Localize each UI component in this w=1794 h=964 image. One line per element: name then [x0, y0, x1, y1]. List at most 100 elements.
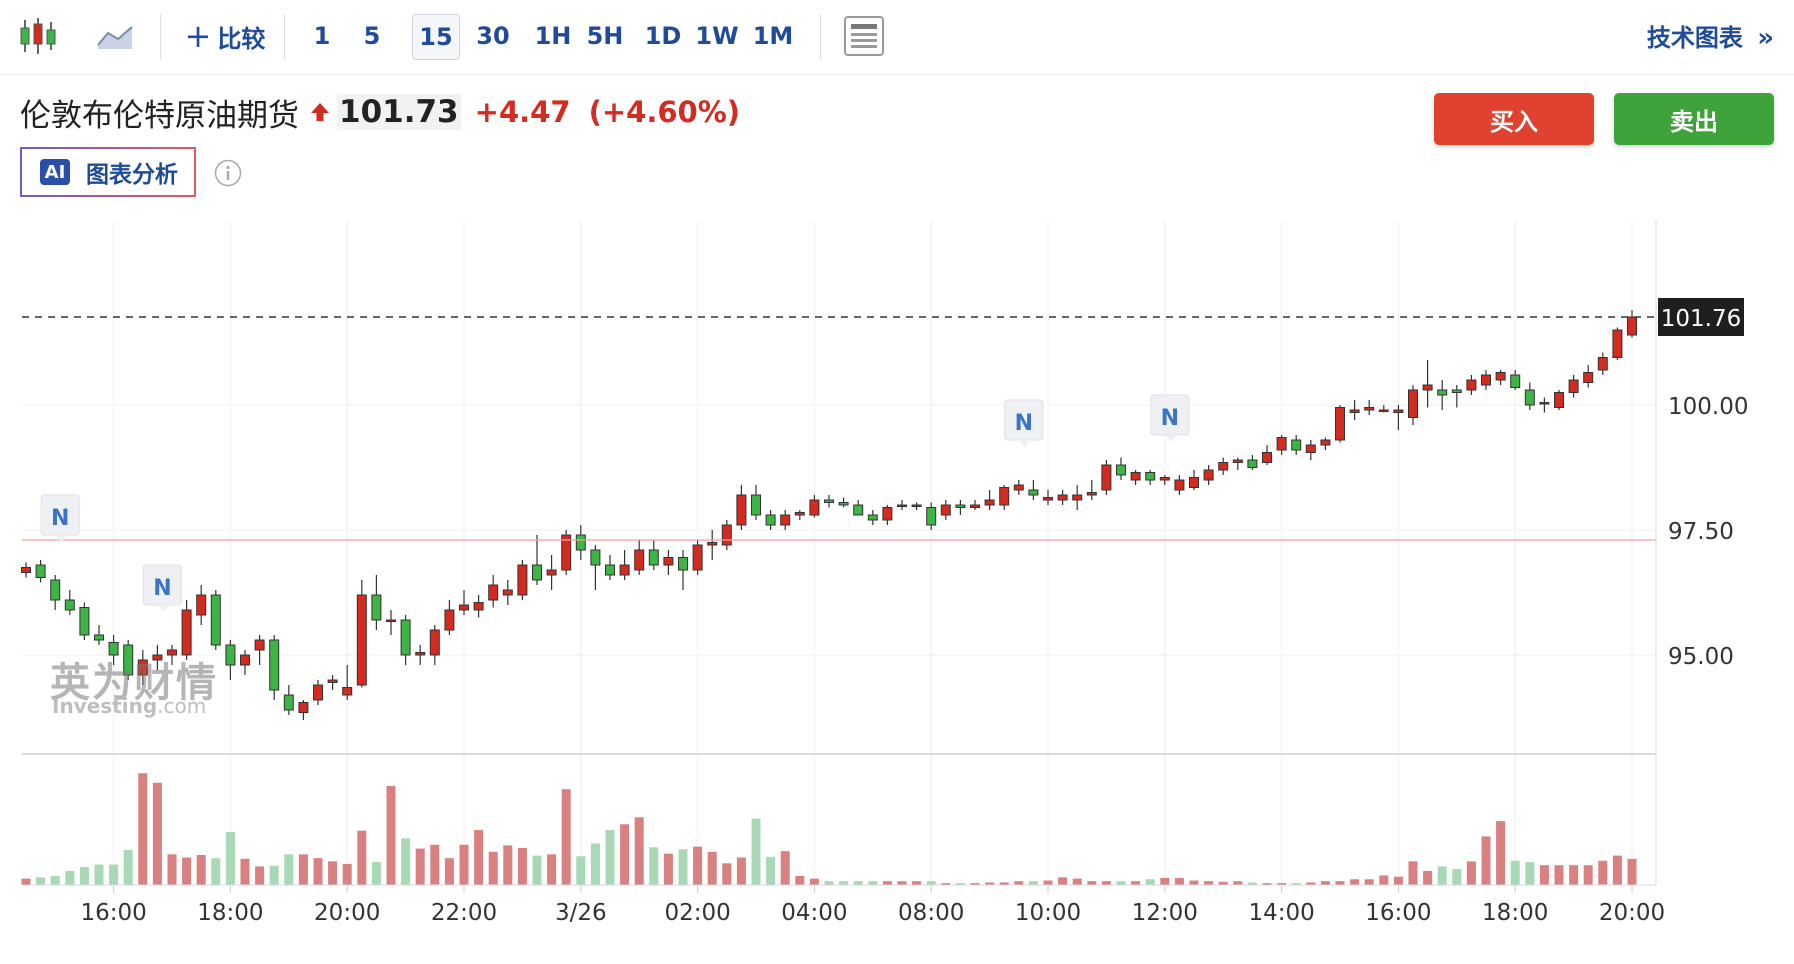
candle-body-up [1013, 484, 1024, 491]
candle [619, 550, 630, 580]
volume-bar [576, 856, 586, 885]
interval-1h[interactable]: 1H [534, 22, 572, 50]
volume-bar [240, 858, 250, 885]
x-tick-label: 02:00 [664, 900, 730, 926]
candle-body-up [897, 504, 907, 507]
interval-5h[interactable]: 5H [586, 22, 624, 50]
candlestick-chart-button[interactable] [14, 14, 62, 58]
volume-bar [328, 861, 338, 885]
y-tick-label: 95.00 [1668, 644, 1734, 670]
arrow-up-icon [311, 103, 329, 121]
candle [240, 650, 250, 675]
candle [1101, 460, 1112, 495]
candle-body-up [1072, 494, 1083, 501]
volume-bar [1525, 862, 1535, 885]
candle [1291, 435, 1302, 455]
news-panel-icon [844, 16, 884, 56]
candle-body-up [1320, 439, 1331, 446]
interval-1[interactable]: 1 [313, 22, 331, 50]
candle-body-up [1554, 392, 1564, 408]
technical-chart-label: 技术图表 [1646, 24, 1743, 52]
candle-body-up [634, 549, 645, 571]
volume-bar [1174, 877, 1184, 885]
candle-body-up [970, 504, 980, 508]
candle-body-down [371, 594, 382, 621]
x-tick-label: 16:00 [80, 900, 146, 926]
volume-bar [1554, 865, 1564, 885]
candle [1466, 375, 1477, 395]
candle-body-up [1159, 477, 1170, 481]
volume-bars [21, 773, 1637, 885]
candle [502, 580, 513, 605]
volume-bar [1408, 861, 1418, 885]
candle [1218, 457, 1229, 475]
news-marker-pointer [55, 535, 68, 542]
volume-bar [1466, 861, 1476, 885]
candle [1554, 390, 1564, 410]
candle-body-up [356, 594, 367, 686]
area-chart-button[interactable] [92, 14, 140, 58]
news-marker[interactable]: N [1004, 399, 1044, 447]
candle-body-up [137, 659, 148, 676]
candle [561, 530, 572, 575]
candle-body-up [984, 499, 995, 506]
news-marker[interactable]: N [1150, 394, 1190, 442]
interval-15[interactable]: 15 [412, 14, 460, 60]
news-layout-button[interactable] [842, 14, 886, 58]
interval-30[interactable]: 30 [476, 22, 510, 50]
candle [765, 510, 776, 530]
interval-5[interactable]: 5 [363, 22, 381, 50]
candle [1437, 380, 1448, 410]
candle-body-up [196, 594, 207, 616]
volume-bar [50, 876, 60, 885]
candle-body-up [167, 649, 177, 656]
info-icon[interactable] [214, 159, 242, 187]
candle-body-up [1086, 492, 1097, 496]
candle-body-down [79, 607, 90, 636]
candle [1320, 437, 1331, 450]
candle [678, 550, 688, 590]
candle [225, 640, 236, 680]
candle [546, 555, 557, 590]
compare-button[interactable]: + 比较 [180, 14, 270, 58]
sell-button[interactable]: 卖出 [1614, 93, 1774, 145]
candle [853, 500, 864, 516]
volume-bar [255, 866, 265, 885]
candle [50, 575, 61, 610]
candle [298, 700, 309, 720]
news-marker[interactable]: N [142, 564, 182, 612]
interval-1d[interactable]: 1D [644, 22, 682, 50]
volume-bar [152, 782, 162, 885]
candle-body-up [1378, 409, 1389, 412]
volume-bar [401, 838, 411, 885]
volume-bar [897, 881, 907, 885]
candle [940, 500, 951, 520]
candle [1378, 405, 1389, 413]
news-marker[interactable]: N [40, 494, 80, 542]
candle-body-up [240, 654, 250, 666]
candle-body-up [473, 602, 484, 611]
ai-chart-analysis-button[interactable]: AI 图表分析 [20, 147, 196, 197]
interval-1m[interactable]: 1M [752, 22, 794, 50]
candle-body-up [1189, 477, 1199, 488]
candle-body-up [1393, 409, 1404, 413]
candle-body-down [1524, 389, 1535, 406]
volume-bar [1131, 881, 1141, 885]
volume-bar [444, 858, 454, 885]
volume-bar [386, 785, 396, 885]
technical-chart-link[interactable]: 技术图表 » [1647, 18, 1774, 53]
candle [970, 500, 980, 510]
candle [415, 645, 426, 665]
candle [984, 490, 995, 510]
candle [692, 540, 703, 575]
volume-bar [225, 831, 235, 885]
candle [1130, 470, 1141, 485]
price-change-percent: (+4.60%) [588, 95, 741, 129]
watermark-en-suffix: .com [157, 694, 207, 718]
volume-bar [517, 847, 527, 885]
price-chart[interactable]: 101.76 N N N N 95.00 97.50 100.00 16:00 18:00 20:… [0, 210, 1794, 950]
candle-body-down [838, 502, 849, 506]
interval-1w[interactable]: 1W [695, 22, 739, 50]
buy-button[interactable]: 买入 [1434, 93, 1594, 145]
candle [488, 575, 499, 608]
